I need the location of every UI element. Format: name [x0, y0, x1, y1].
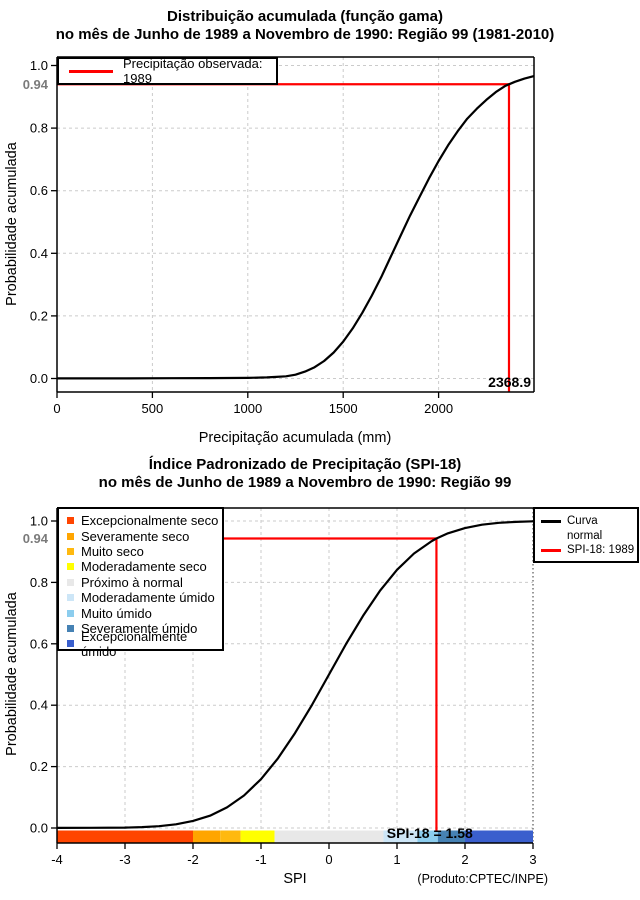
legend-item-label: SPI-18: 1989: [567, 544, 635, 557]
y-tick-label: 0.4: [30, 246, 48, 261]
x-tick-label: -2: [187, 852, 199, 867]
gamma-xaxis-title: Precipitação acumulada (mm): [198, 430, 392, 446]
curve-line-swatch: [541, 549, 561, 552]
legend-item: Curva: [541, 514, 637, 529]
x-tick-label: -1: [255, 852, 267, 867]
spi-value-annotation: SPI-18 = 1.58: [387, 825, 473, 841]
legend-item-label: Severamente úmido: [81, 620, 198, 636]
x-tick-label: 3: [529, 852, 536, 867]
category-color-swatch: [67, 563, 74, 571]
spi-colorbar-segment: [240, 830, 275, 843]
x-tick-label: 1: [393, 852, 400, 867]
curve-line-swatch: [541, 520, 561, 523]
category-color-swatch: [67, 532, 74, 540]
y-tick-label: 0.6: [30, 636, 48, 651]
category-color-swatch: [67, 594, 74, 602]
y-tick-label: 0.2: [30, 759, 48, 774]
marker-x-label: 2368.9: [488, 374, 531, 390]
legend-item: Próximo à normal: [67, 575, 222, 590]
legend-item-label: Severamente seco: [81, 528, 190, 544]
legend-item-label: Moderadamente seco: [81, 559, 207, 575]
legend-item-label: Curva: [567, 515, 598, 528]
legend-item-label: Moderadamente úmido: [81, 590, 215, 606]
spi-colorbar-segment: [193, 830, 221, 843]
legend-item-label: Muito seco: [81, 543, 144, 559]
spi-colorbar-segment: [417, 830, 438, 843]
x-tick-label: 500: [142, 401, 164, 416]
product-credit: (Produto:CPTEC/INPE): [417, 872, 548, 886]
legend-item-label: normal: [567, 529, 603, 542]
spi-colorbar-segment: [57, 830, 193, 843]
marker-y-label: 0.94: [23, 77, 49, 92]
marker-y-label: 0.94: [23, 531, 49, 546]
gamma-chart-title: Distribuição acumulada (função gama) no …: [0, 8, 610, 44]
legend-item-label: Excepcionalmente úmido: [81, 628, 188, 659]
y-tick-label: 1.0: [30, 58, 48, 73]
y-tick-label: 0.8: [30, 575, 48, 590]
x-tick-label: 2000: [424, 401, 453, 416]
legend-item-label: Excepcionalmente seco: [81, 513, 219, 529]
y-tick-label: 0.2: [30, 308, 48, 323]
x-tick-label: 1000: [233, 401, 262, 416]
y-tick-label: 0.8: [30, 121, 48, 136]
red-line-swatch: [69, 69, 113, 73]
x-tick-label: 0: [53, 401, 60, 416]
spi-category-legend: Excepcionalmente seco Severamente seco Mui…: [57, 507, 224, 659]
normal-cdf-curve: [56, 520, 534, 830]
x-tick-label: -4: [51, 852, 63, 867]
gamma-title-line1: Distribuição acumulada (função gama): [167, 8, 443, 25]
y-tick-label: 0.4: [30, 698, 48, 713]
category-color-swatch: [67, 517, 74, 525]
category-color-swatch: [67, 609, 74, 617]
legend-item: Severamente úmido: [67, 621, 222, 636]
legend-item: Severamente seco: [67, 528, 222, 544]
legend-item: Muito úmido: [67, 605, 222, 621]
gamma-title-line2: no mês de Junho de 1989 a Novembro de 19…: [55, 26, 555, 43]
gamma-cdf-curve: [57, 75, 535, 380]
category-color-swatch: [67, 578, 74, 586]
spi-yaxis-title: Probabilidade acumulada: [4, 592, 20, 756]
legend-item: Excepcionalmente úmido: [67, 629, 222, 659]
legend-item: Moderadamente úmido: [67, 590, 222, 605]
gamma-yaxis-title: Probabilidade acumulada: [4, 142, 20, 306]
spi-title-line1: Índice Padronizado de Precipitação (SPI-…: [148, 456, 462, 473]
x-tick-label: 1500: [329, 401, 358, 416]
gamma-legend-label: Precipitação observada: 1989: [123, 56, 263, 86]
y-tick-label: 0.6: [30, 183, 48, 198]
legend-item-label: Próximo à normal: [81, 574, 183, 590]
x-tick-label: 0: [325, 852, 332, 867]
spi-colorbar-segment: [220, 830, 241, 843]
y-tick-label: 0.0: [30, 821, 48, 836]
y-tick-label: 1.0: [30, 514, 48, 529]
legend-item: Excepcionalmente seco: [67, 513, 222, 528]
y-tick-label: 0.0: [30, 371, 48, 386]
legend-item: Muito seco: [67, 544, 222, 559]
legend-item: SPI-18: 1989: [541, 543, 637, 558]
spi-colorbar-segment: [274, 830, 384, 843]
category-color-swatch: [67, 624, 74, 632]
spi-title-line2: no mês de Junho de 1989 a Novembro de 19…: [98, 474, 512, 491]
x-tick-label: 2: [461, 852, 468, 867]
spi-colorbar-segment: [383, 830, 418, 843]
legend-item-label: Muito úmido: [81, 605, 152, 621]
spi-chart-title: Índice Padronizado de Precipitação (SPI-…: [0, 456, 610, 492]
spi-curve-legend: Curva normal SPI-18: 1989: [533, 507, 639, 563]
category-color-swatch: [67, 640, 74, 648]
category-color-swatch: [67, 547, 74, 555]
spi-xaxis-title: SPI: [283, 871, 307, 887]
spi-colorbar-segment: [465, 830, 533, 843]
legend-item: normal: [541, 529, 637, 544]
gamma-legend: Precipitação observada: 1989: [57, 56, 278, 86]
spi-colorbar-segment: [437, 830, 465, 843]
legend-item: Moderadamente seco: [67, 559, 222, 574]
x-tick-label: -3: [119, 852, 131, 867]
